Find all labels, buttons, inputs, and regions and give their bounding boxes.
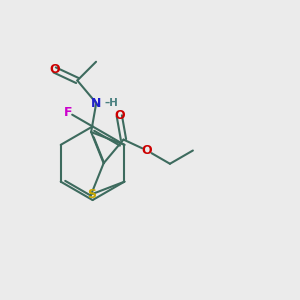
Text: S: S [87, 188, 96, 201]
Text: O: O [114, 109, 124, 122]
Text: N: N [91, 97, 101, 110]
Text: O: O [49, 63, 60, 76]
Text: –H: –H [104, 98, 118, 108]
Text: F: F [64, 106, 73, 119]
Text: O: O [142, 144, 152, 157]
